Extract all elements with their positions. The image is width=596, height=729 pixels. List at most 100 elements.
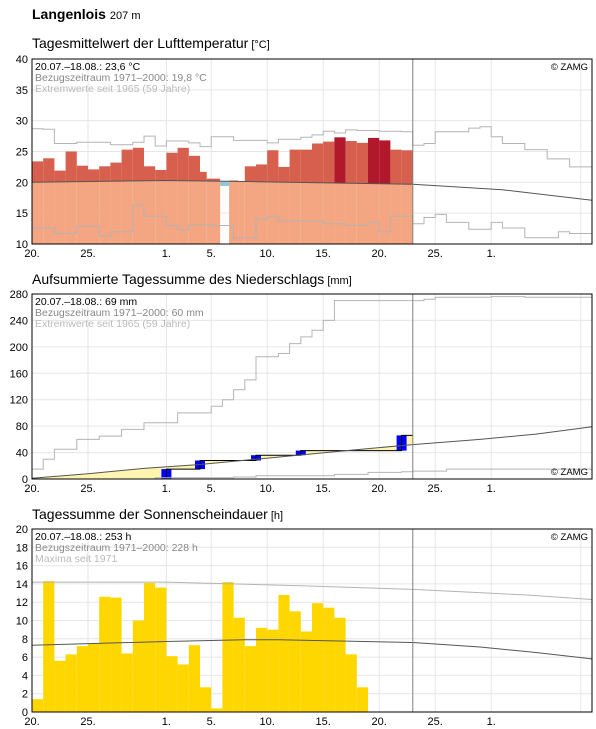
temperature-anomaly-bar bbox=[166, 152, 178, 181]
temperature-xtick-label: 5. bbox=[207, 248, 216, 260]
temperature-title-text: Tagesmittelwert der Lufttemperatur bbox=[32, 35, 249, 51]
temperature-normal-fill bbox=[334, 183, 346, 244]
temperature-normal-fill bbox=[278, 182, 290, 244]
precipitation-ytick-label: 40 bbox=[16, 448, 28, 460]
temperature-normal-fill bbox=[256, 181, 268, 244]
temperature-normal-fill bbox=[110, 181, 122, 244]
sunshine-xtick-label: 25. bbox=[80, 716, 95, 728]
sunshine-ytick-label: 2 bbox=[22, 689, 28, 701]
sunshine-bar bbox=[323, 607, 335, 712]
precipitation-xtick-label: 20. bbox=[24, 483, 39, 495]
temperature-anomaly-bar bbox=[177, 147, 189, 181]
temperature-normal-fill bbox=[289, 182, 301, 244]
temperature-normal-fill bbox=[229, 181, 239, 244]
precipitation-info-line: Bezugszeitraum 1971–2000: 60 mm bbox=[35, 307, 204, 319]
sunshine-bar bbox=[300, 631, 312, 712]
temperature-anomaly-bar bbox=[121, 149, 133, 182]
temperature-normal-fill bbox=[132, 180, 144, 244]
temperature-normal-fill bbox=[238, 181, 245, 244]
temperature-unit: [°C] bbox=[251, 39, 270, 51]
sunshine-title: Tagessumme der Sonnenscheindauer [h] bbox=[32, 506, 283, 522]
sunshine-bar bbox=[132, 620, 144, 712]
precipitation-xtick-label: 25. bbox=[428, 483, 443, 495]
temperature-xtick-label: 10. bbox=[260, 248, 275, 260]
sunshine-max-line bbox=[32, 581, 593, 600]
temperature-normal-fill bbox=[43, 182, 55, 244]
precipitation-xtick-label: 5. bbox=[207, 483, 216, 495]
precipitation-info-line: 20.07.–18.08.: 69 mm bbox=[35, 296, 137, 308]
sunshine-bar bbox=[65, 654, 77, 712]
sunshine-plot: 0 2 4 6 8 10 12 14 16 18 20 20. 25. 1. 5. 10. 15. 20. 25. 1… bbox=[16, 524, 593, 728]
temperature-ytick-label: 40 bbox=[16, 54, 28, 66]
temperature-xtick-label: 1. bbox=[162, 248, 171, 260]
sunshine-bar bbox=[177, 664, 189, 712]
temperature-xtick-label: 20. bbox=[372, 248, 387, 260]
precipitation-xtick-label: 1. bbox=[162, 483, 171, 495]
sunshine-ytick-label: 0 bbox=[22, 707, 28, 719]
precipitation-copyright: © ZAMG bbox=[551, 467, 588, 478]
temperature-anomaly-bar bbox=[300, 149, 312, 183]
temperature-anomaly-bar bbox=[144, 166, 156, 181]
temperature-normal-fill bbox=[188, 180, 200, 244]
temperature-normal-fill bbox=[144, 180, 156, 244]
precipitation-unit: [mm] bbox=[327, 275, 352, 287]
temperature-ytick-label: 25 bbox=[16, 147, 28, 159]
temperature-ytick-label: 10 bbox=[16, 239, 28, 251]
temperature-anomaly-bar bbox=[244, 166, 256, 182]
temperature-ytick-label: 15 bbox=[16, 208, 28, 220]
sunshine-xtick-label: 10. bbox=[260, 716, 275, 728]
precipitation-ytick-label: 0 bbox=[22, 474, 28, 486]
temperature-max-extreme-line bbox=[32, 126, 593, 169]
precipitation-min-extreme-line bbox=[32, 467, 593, 480]
sunshine-bar bbox=[144, 582, 156, 712]
precipitation-frame bbox=[31, 293, 593, 480]
precipitation-ytick-label: 120 bbox=[10, 395, 28, 407]
sunshine-xtick-label: 20. bbox=[372, 716, 387, 728]
sunshine-bar bbox=[54, 660, 66, 712]
precipitation-ytick-label: 240 bbox=[10, 315, 28, 327]
sunshine-bar bbox=[188, 645, 200, 712]
temperature-normal-fill bbox=[390, 183, 402, 244]
sunshine-xtick-label: 1. bbox=[487, 716, 496, 728]
temperature-anomaly-bar bbox=[155, 170, 167, 181]
precipitation-xtick-label: 1. bbox=[487, 483, 496, 495]
precipitation-ytick-label: 280 bbox=[10, 289, 28, 301]
sunshine-bar bbox=[278, 594, 290, 712]
temperature-anomaly-bar bbox=[312, 143, 324, 183]
sunshine-bar bbox=[110, 597, 122, 712]
temperature-cold-bar bbox=[220, 181, 230, 187]
sunshine-bar bbox=[99, 596, 111, 712]
sunshine-bar bbox=[256, 627, 268, 712]
precipitation-info-line: Extremwerte seit 1965 (59 Jahre) bbox=[35, 318, 190, 330]
sunshine-bar bbox=[267, 629, 279, 712]
sunshine-ytick-label: 16 bbox=[16, 561, 28, 573]
temperature-normal-fill bbox=[121, 181, 133, 244]
temperature-normal-fill bbox=[76, 181, 88, 244]
temperature-normal-fill bbox=[323, 182, 335, 244]
sunshine-ytick-label: 6 bbox=[22, 652, 28, 664]
temperature-normal-line bbox=[31, 179, 593, 201]
precipitation-xtick-label: 25. bbox=[80, 483, 95, 495]
temperature-normal-fill bbox=[155, 180, 167, 244]
temperature-info-line: Bezugszeitraum 1971–2000: 19,8 °C bbox=[35, 72, 207, 84]
temperature-info-line: 20.07.–18.08.: 23,6 °C bbox=[35, 61, 141, 73]
temperature-anomaly-bar bbox=[256, 164, 268, 182]
temperature-anomaly-bar bbox=[278, 166, 290, 183]
precipitation-data bbox=[31, 296, 593, 480]
sunshine-bar bbox=[289, 611, 301, 712]
sunshine-bar bbox=[345, 654, 357, 712]
sunshine-bar bbox=[334, 617, 346, 712]
temperature-ytick-label: 30 bbox=[16, 116, 28, 128]
temperature-normal-fill bbox=[32, 182, 44, 244]
precipitation-title: Aufsummierte Tagessumme des Niederschlag… bbox=[32, 271, 352, 287]
temperature-normal-fill bbox=[244, 181, 256, 244]
temperature-normal-fill bbox=[54, 181, 66, 244]
temperature-copyright: © ZAMG bbox=[551, 62, 588, 73]
sunshine-ytick-label: 20 bbox=[16, 524, 28, 536]
sunshine-ytick-label: 12 bbox=[16, 597, 28, 609]
sunshine-bar bbox=[88, 643, 100, 712]
temperature-xtick-label: 15. bbox=[316, 248, 331, 260]
sunshine-info-line: Maxima seit 1971 bbox=[35, 553, 117, 565]
sunshine-bar bbox=[155, 587, 167, 712]
temperature-anomaly-bar bbox=[54, 170, 66, 182]
